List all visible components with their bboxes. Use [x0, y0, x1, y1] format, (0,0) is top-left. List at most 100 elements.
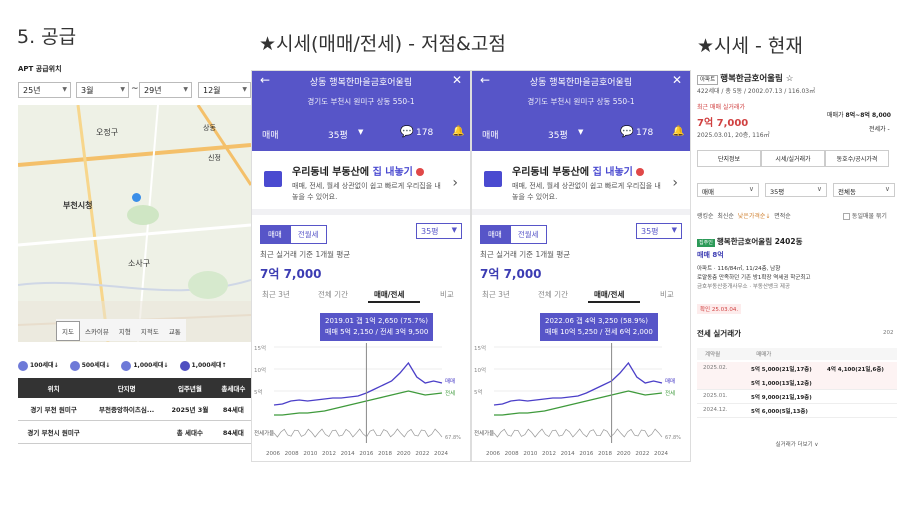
- listing-title[interactable]: 행복한금호어울림 2402동: [716, 237, 803, 246]
- section-title-price-now: ★시세 - 현재: [697, 35, 803, 57]
- seg-jeonse[interactable]: 전월세: [289, 225, 327, 244]
- listing-desc: 아파트 · 116/84㎡, 11/24층, 남향: [697, 266, 781, 272]
- close-icon[interactable]: ✕: [671, 73, 682, 87]
- filter-dong[interactable]: 전체동: [833, 183, 895, 197]
- more-real-price-link[interactable]: 실거래가 더보기 ∨: [775, 442, 819, 448]
- map-marker-icon[interactable]: [132, 193, 141, 202]
- x-tick-label: 2014: [561, 451, 575, 457]
- listing-price: 매매 8억: [697, 251, 724, 259]
- comment-icon[interactable]: 💬: [400, 125, 414, 138]
- price-chart[interactable]: 15억 10억 5억 2006 2008 2010 2012 2014 2016 2018 2020…: [252, 343, 471, 462]
- seg-sale[interactable]: 매매: [480, 225, 510, 244]
- size-select[interactable]: 35평: [328, 131, 348, 141]
- series-jeonse-line: [494, 390, 663, 416]
- btn-complex-info[interactable]: 단지정보: [697, 150, 761, 167]
- banner-title: 우리동네 부동산에 집 내놓기: [292, 163, 425, 178]
- chevron-right-icon[interactable]: ›: [672, 175, 678, 191]
- chart-tab-all[interactable]: 전체 기간: [538, 290, 568, 299]
- price-chart[interactable]: 15억 10억 5억 2006 2008 2010 2012 2014 2016 2018 2020…: [472, 343, 691, 462]
- y-tick-label: 10억: [254, 366, 266, 374]
- map-label: 오정구: [96, 128, 119, 137]
- ratio-label: 전세가율: [474, 429, 494, 437]
- supply-map[interactable]: 오정구 부천시청 소사구 상동 신정 지도 스카이뷰 지형 지적도 교통: [18, 105, 251, 342]
- chart-tab-sale-jeonse[interactable]: 매매/전세: [374, 290, 405, 299]
- recent-label: 최근 매매 실거래가: [697, 104, 745, 111]
- x-tick-label: 2018: [598, 451, 612, 457]
- to-month-select[interactable]: 12월: [198, 82, 251, 98]
- table-row: 경기 부천 원미구 부천중앙하이츠심... 2025년 3월 84세대: [18, 398, 251, 421]
- table-header[interactable]: 위치: [18, 378, 90, 398]
- bell-icon[interactable]: 🔔: [452, 126, 465, 137]
- complex-address: 경기도 부천시 원미구 상동 550-1: [527, 97, 635, 106]
- panel-header: ← ✕ 상동 행복한마을금호어울림 경기도 부천시 원미구 상동 550-1 매…: [472, 71, 690, 151]
- x-tick-label: 2024: [434, 451, 448, 457]
- x-tick-label: 2008: [285, 451, 299, 457]
- btn-price[interactable]: 시세/실거래가: [761, 150, 825, 167]
- bell-icon[interactable]: 🔔: [672, 126, 685, 137]
- complex-name[interactable]: 행복한금호어울림 ☆: [720, 74, 794, 84]
- sort-area[interactable]: 면적순: [774, 213, 791, 220]
- panel-header: ← ✕ 상동 행복한마을금호어울림 경기도 부천시 원미구 상동 550-1 매…: [252, 71, 470, 151]
- chart-tab-sale-jeonse[interactable]: 매매/전세: [594, 290, 625, 299]
- map-tab-map[interactable]: 지도: [56, 321, 80, 341]
- chart-tab-compare[interactable]: 비교: [660, 290, 674, 299]
- seg-sale[interactable]: 매매: [260, 225, 290, 244]
- table-header[interactable]: 입주년월: [164, 378, 216, 398]
- size-dropdown[interactable]: 35평 ▼: [416, 223, 462, 239]
- x-tick-label: 2012: [322, 451, 336, 457]
- avg-value: 7억 7,000: [480, 267, 542, 281]
- table-header[interactable]: 단지명: [89, 378, 165, 398]
- from-year-select[interactable]: 25년: [18, 82, 71, 98]
- real-price-row: 2024.12. 5억 6,000(5일,13층): [697, 404, 897, 418]
- size-select[interactable]: 35평: [548, 131, 568, 141]
- x-tick-label: 2008: [505, 451, 519, 457]
- back-arrow-icon[interactable]: ←: [480, 73, 491, 87]
- map-tab-terrain[interactable]: 지형: [118, 328, 131, 336]
- listing-agent: 금호부동산중개사무소 · 부동산뱅크 제공: [697, 284, 791, 290]
- chevron-right-icon[interactable]: ›: [452, 175, 458, 191]
- chevron-down-icon[interactable]: ▼: [358, 128, 364, 136]
- trade-type[interactable]: 매매: [262, 131, 279, 141]
- chart-tab-all[interactable]: 전체 기간: [318, 290, 348, 299]
- size-dropdown[interactable]: 35평 ▼: [636, 223, 682, 239]
- complex-title: 상동 행복한마을금호어울림: [309, 78, 413, 88]
- close-icon[interactable]: ✕: [451, 73, 462, 87]
- listing-date: 확인 25.03.04.: [697, 304, 742, 314]
- chart-tooltip: 2022.06 갭 4억 3,250 (58.9%) 매매 10억 5,250 /…: [540, 313, 658, 341]
- ratio-value: 67.8%: [445, 435, 461, 441]
- map-tab-skyview[interactable]: 스카이뷰: [84, 328, 109, 336]
- chart-tab-3y[interactable]: 최근 3년: [482, 290, 510, 299]
- comment-icon[interactable]: 💬: [620, 125, 634, 138]
- chart-tab-compare[interactable]: 비교: [440, 290, 454, 299]
- chart-tab-3y[interactable]: 최근 3년: [262, 290, 290, 299]
- series-label: 전세: [445, 389, 455, 397]
- filter-size[interactable]: 35평: [765, 183, 827, 197]
- btn-unit[interactable]: 동호수/공시가격: [825, 150, 889, 167]
- sell-banner[interactable]: 우리동네 부동산에 집 내놓기 매매, 전세, 월세 상관없이 쉽고 빠르게 우…: [252, 153, 470, 215]
- map-label: 신정: [208, 154, 221, 162]
- comment-count: 178: [416, 128, 434, 138]
- table-row: 경기 부천시 원미구 총 세대수 84세대: [18, 420, 251, 444]
- household-dot-icon: [18, 360, 28, 371]
- filter-trade[interactable]: 매매: [697, 183, 759, 197]
- seg-jeonse[interactable]: 전월세: [509, 225, 547, 244]
- checkbox[interactable]: [843, 213, 850, 220]
- sort-lowprice[interactable]: 낮은가격순↓: [737, 213, 771, 220]
- table-header[interactable]: 총세대수: [215, 378, 251, 398]
- map-tab-traffic[interactable]: 교통: [168, 328, 181, 336]
- supply-table: 위치 단지명 입주년월 총세대수 경기 부천 원미구 부천중앙하이츠심... 2025년 …: [18, 378, 251, 444]
- series-label: 매매: [445, 377, 455, 385]
- sort-latest[interactable]: 최신순: [717, 213, 734, 220]
- real-price-num: 202: [883, 330, 894, 336]
- back-arrow-icon[interactable]: ←: [260, 73, 271, 87]
- x-tick-label: 2020: [617, 451, 631, 457]
- to-year-select[interactable]: 29년: [139, 82, 192, 98]
- banner-text: 매매, 전세, 월세 상관없이 쉽고 빠르게 우리집을 내놓을 수 있어요.: [512, 182, 661, 201]
- from-month-select[interactable]: 3월: [76, 82, 129, 98]
- trade-type[interactable]: 매매: [482, 131, 499, 141]
- chevron-down-icon[interactable]: ▼: [578, 128, 584, 136]
- sell-banner[interactable]: 우리동네 부동산에 집 내놓기 매매, 전세, 월세 상관없이 쉽고 빠르게 우…: [472, 153, 690, 215]
- tab-underline: [368, 301, 420, 303]
- sort-ranking[interactable]: 랭킹순: [697, 213, 714, 220]
- map-tab-cadastral[interactable]: 지적도: [140, 328, 159, 336]
